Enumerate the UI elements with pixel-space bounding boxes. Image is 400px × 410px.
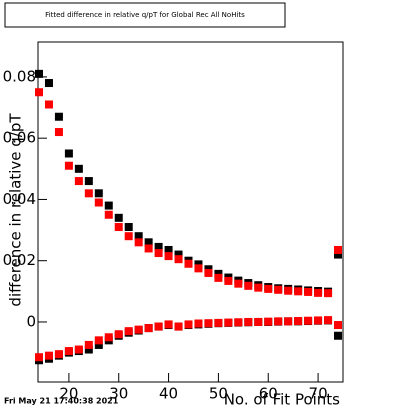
- marker: [64, 149, 73, 158]
- marker: [144, 238, 153, 247]
- marker: [254, 317, 263, 326]
- x-tick-label: 50: [209, 385, 228, 403]
- x-axis-label: No. of Fit Points: [224, 391, 340, 409]
- y-tick-label: 0.08: [3, 67, 36, 85]
- marker: [84, 177, 93, 186]
- marker: [54, 112, 63, 121]
- marker: [114, 330, 123, 339]
- y-tick-label: 0: [26, 312, 36, 330]
- plot-frame: [37, 41, 344, 383]
- marker: [284, 286, 293, 295]
- marker: [64, 347, 73, 356]
- marker: [334, 331, 343, 340]
- marker: [114, 223, 123, 232]
- marker: [244, 317, 253, 326]
- marker: [94, 189, 103, 198]
- marker: [294, 287, 303, 296]
- marker: [44, 79, 53, 88]
- marker: [94, 198, 103, 207]
- marker: [44, 351, 53, 360]
- marker: [324, 289, 333, 298]
- marker: [74, 164, 83, 173]
- marker: [244, 281, 253, 290]
- marker: [34, 69, 43, 78]
- marker: [174, 255, 183, 264]
- marker: [114, 213, 123, 222]
- marker: [144, 244, 153, 253]
- x-tick-label: 60: [259, 385, 278, 403]
- marker: [334, 245, 343, 254]
- marker: [334, 321, 343, 330]
- marker: [314, 316, 323, 325]
- marker: [94, 336, 103, 345]
- marker: [314, 288, 323, 297]
- marker: [84, 340, 93, 349]
- timestamp: Fri May 21 17:40:38 2021: [4, 397, 119, 406]
- marker: [294, 317, 303, 326]
- marker: [34, 353, 43, 362]
- marker: [104, 333, 113, 342]
- marker: [194, 319, 203, 328]
- x-tick-label: 20: [59, 385, 78, 403]
- marker: [54, 350, 63, 359]
- marker: [174, 250, 183, 259]
- y-tick-label: 0.06: [3, 129, 36, 147]
- marker: [174, 322, 183, 331]
- marker: [264, 284, 273, 293]
- marker: [204, 319, 213, 328]
- marker: [124, 223, 133, 232]
- marker: [44, 100, 53, 109]
- title-box: [4, 2, 286, 28]
- marker: [194, 264, 203, 273]
- marker: [214, 318, 223, 327]
- marker: [94, 340, 103, 349]
- marker: [144, 324, 153, 333]
- marker: [264, 317, 273, 326]
- marker: [154, 242, 163, 251]
- x-tick-label: 30: [109, 385, 128, 403]
- marker: [134, 238, 143, 247]
- marker: [184, 320, 193, 329]
- y-tick-label: 0.02: [3, 251, 36, 269]
- marker: [134, 232, 143, 241]
- marker: [104, 210, 113, 219]
- marker: [274, 317, 283, 326]
- marker: [284, 317, 293, 326]
- marker: [134, 325, 143, 334]
- marker: [184, 259, 193, 268]
- marker: [54, 128, 63, 137]
- marker: [214, 273, 223, 282]
- marker: [64, 161, 73, 170]
- marker: [254, 283, 263, 292]
- marker: [324, 316, 333, 325]
- marker: [274, 285, 283, 294]
- y-tick-label: 0.04: [3, 190, 36, 208]
- marker: [334, 250, 343, 259]
- marker: [234, 318, 243, 327]
- marker: [154, 249, 163, 258]
- marker: [164, 320, 173, 329]
- marker: [234, 279, 243, 288]
- marker: [154, 322, 163, 331]
- marker: [224, 276, 233, 285]
- marker: [124, 327, 133, 336]
- marker: [204, 268, 213, 277]
- marker: [304, 287, 313, 296]
- marker: [34, 88, 43, 97]
- x-tick-label: 40: [159, 385, 178, 403]
- marker: [124, 232, 133, 241]
- x-tick-label: 70: [309, 385, 328, 403]
- marker: [74, 177, 83, 186]
- marker: [164, 252, 173, 261]
- marker: [224, 318, 233, 327]
- marker: [164, 245, 173, 254]
- marker: [104, 201, 113, 210]
- marker: [304, 316, 313, 325]
- marker: [84, 345, 93, 354]
- chart-title: Fitted difference in relative q/pT for G…: [45, 11, 245, 19]
- y-axis-label: difference in relative q/pT: [7, 113, 25, 307]
- marker: [74, 345, 83, 354]
- marker: [84, 189, 93, 198]
